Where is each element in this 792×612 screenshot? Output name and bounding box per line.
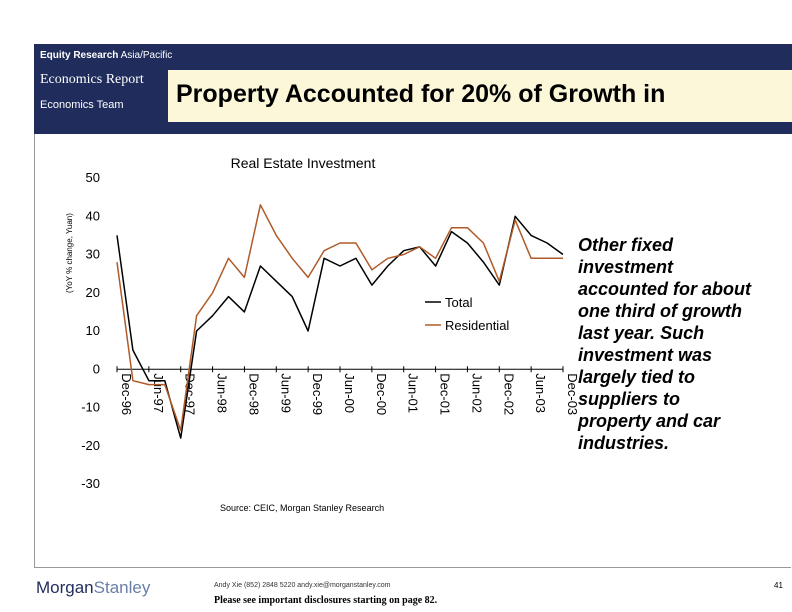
- y-tick-label: 20: [86, 285, 100, 300]
- legend-label-residential: Residential: [445, 318, 509, 333]
- x-tick-label: Dec-02: [501, 373, 516, 415]
- slide-title: Property Accounted for 20% of Growth in: [176, 80, 666, 108]
- x-tick-label: Jun-98: [215, 373, 230, 413]
- x-tick-label: Dec-01: [438, 373, 453, 415]
- morgan-stanley-logo: MorganStanley: [36, 578, 150, 598]
- series-line-residential: [116, 204, 563, 432]
- logo-stanley: Stanley: [93, 578, 151, 597]
- content-frame: [34, 134, 791, 568]
- legend-label-total: Total: [445, 295, 473, 310]
- y-axis-label: (YoY % change, Yuan): [65, 213, 74, 293]
- disclosure-note: Please see important disclosures startin…: [214, 595, 438, 606]
- x-tick-label: Dec-98: [246, 373, 261, 415]
- x-tick-label: Dec-00: [374, 373, 389, 415]
- chart-title: Real Estate Investment: [231, 155, 376, 171]
- y-tick-label: 10: [86, 323, 100, 338]
- report-type: Economics Report: [40, 72, 144, 87]
- region-label: Asia/Pacific: [120, 50, 173, 61]
- y-tick-label: 50: [86, 170, 100, 185]
- series-line-total: [116, 215, 564, 439]
- department-label: Equity Research: [40, 50, 119, 61]
- team-label: Economics Team: [40, 99, 124, 111]
- x-tick-label: Jun-01: [406, 373, 421, 413]
- x-tick-label: Jun-02: [469, 373, 484, 413]
- y-tick-label: 0: [93, 361, 100, 376]
- chart-source: Source: CEIC, Morgan Stanley Research: [220, 503, 384, 513]
- x-tick-label: Jun-03: [533, 373, 548, 413]
- report-department: Equity Research Asia/Pacific: [40, 50, 172, 61]
- x-tick-label: Dec-03: [565, 373, 580, 415]
- y-tick-label: -30: [81, 476, 100, 491]
- x-tick-label: Dec-99: [310, 373, 325, 415]
- y-tick-label: 30: [86, 247, 100, 262]
- author-contact: Andy Xie (852) 2848 5220 andy.xie@morgan…: [214, 582, 391, 589]
- side-note: Other fixed investment accounted for abo…: [578, 235, 752, 453]
- x-tick-label: Dec-96: [119, 373, 134, 415]
- page-number: 41: [774, 581, 783, 590]
- slide-title-box: Property Accounted for 20% of Growth in: [168, 70, 792, 122]
- logo-morgan: Morgan: [36, 578, 94, 597]
- y-tick-label: -10: [81, 400, 100, 415]
- y-tick-label: 40: [86, 208, 100, 223]
- x-tick-label: Jun-99: [278, 373, 293, 413]
- x-tick-label: Jun-00: [342, 373, 357, 413]
- x-tick-label: Jun-97: [151, 373, 166, 413]
- y-tick-label: -20: [81, 438, 100, 453]
